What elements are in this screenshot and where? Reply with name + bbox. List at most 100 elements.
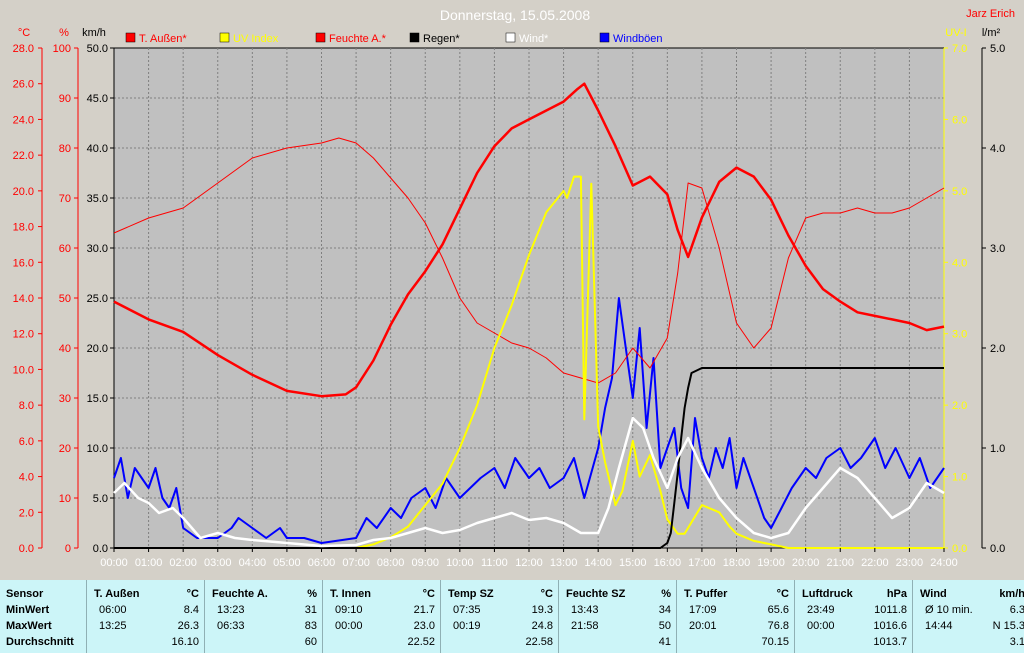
stat-max-value: N 15.3 (992, 620, 1024, 632)
axis-tick-label: 3.0 (952, 329, 967, 341)
stat-column-name: T. Puffer (684, 588, 728, 600)
legend-swatch (409, 32, 420, 43)
x-tick-label: 15:00 (619, 557, 647, 569)
axis-tick-label: 50 (59, 293, 71, 305)
stat-column-unit: °C (422, 588, 435, 600)
x-tick-label: 02:00 (169, 557, 197, 569)
row-label-avg: Durchschnitt (6, 636, 74, 648)
legend: T. Außen* UV Index Feuchte A.* Regen* Wind* W… (125, 32, 663, 45)
x-tick-label: 20:00 (792, 557, 820, 569)
stat-average: 70.15 (761, 636, 789, 648)
x-tick-label: 23:00 (896, 557, 924, 569)
axis-tick-label: 2.0 (19, 507, 34, 519)
axis-tick-label: 28.0 (13, 43, 34, 55)
x-tick-label: 17:00 (688, 557, 716, 569)
stat-min-time: 06:00 (99, 604, 127, 616)
x-tick-label: 18:00 (723, 557, 751, 569)
axis-tick-label: 5.0 (93, 493, 108, 505)
axis-tick-label: 1.0 (990, 443, 1005, 455)
axis-tick-label: 50.0 (87, 43, 108, 55)
series-line (113, 137, 945, 384)
legend-label: T. Außen* (139, 33, 187, 45)
axis-tick-label: 10.0 (13, 364, 34, 376)
axis-tick-label: 4.0 (19, 472, 34, 484)
legend-label: UV Index (233, 33, 279, 45)
weather-chart: Donnerstag, 15.05.2008 Jarz Erich °C 0.0 2… (12, 7, 1015, 569)
legend-label: Regen* (423, 33, 460, 45)
stat-max-time: 06:33 (217, 620, 245, 632)
stat-max-time: 00:00 (335, 620, 363, 632)
axis-tick-label: 45.0 (87, 93, 108, 105)
column-divider (440, 580, 441, 653)
axis-tick-label: 20.0 (13, 186, 34, 198)
stat-min-value: 6.3 (1009, 604, 1024, 616)
x-tick-label: 14:00 (584, 557, 612, 569)
column-divider (676, 580, 677, 653)
axis-unit-label: km/h (82, 27, 106, 39)
stat-column-name: Luftdruck (802, 588, 853, 600)
axis-tick-label: 18.0 (13, 222, 34, 234)
stat-min-time: 17:09 (689, 604, 717, 616)
axis-unit-label: % (59, 27, 69, 39)
axis-tick-label: 100 (53, 43, 71, 55)
column-divider (86, 580, 87, 653)
stat-max-value: 76.8 (767, 620, 789, 632)
stat-column-unit: hPa (886, 588, 907, 600)
x-tick-label: 11:00 (481, 557, 508, 569)
legend-swatch (219, 32, 230, 43)
axis-tick-label: 4.0 (952, 257, 967, 269)
legend-label: Wind* (519, 33, 549, 45)
stat-max-value: 23.0 (413, 620, 435, 632)
axis-unit-label: l/m² (982, 27, 1001, 39)
axis-unit-label: UV-I (945, 27, 966, 39)
stat-column-name: Feuchte A. (212, 588, 268, 600)
stat-min-time: Ø 10 min. (925, 604, 973, 616)
x-tick-label: 08:00 (377, 557, 405, 569)
x-tick-label: 24:00 (930, 557, 958, 569)
row-label-max: MaxWert (6, 620, 52, 632)
axis-tick-label: 90 (59, 93, 71, 105)
axis-tick-label: 60 (59, 243, 71, 255)
stat-min-value: 8.4 (183, 604, 199, 616)
legend-label: Feuchte A.* (329, 33, 387, 45)
axis-tick-label: 26.0 (13, 79, 34, 91)
x-tick-label: 09:00 (411, 557, 439, 569)
axis-tick-label: 0.0 (19, 543, 34, 555)
chart-credit: Jarz Erich (966, 8, 1015, 20)
stat-min-time: 07:35 (453, 604, 481, 616)
axis-tick-label: 8.0 (19, 400, 34, 412)
stat-min-time: 13:43 (571, 604, 599, 616)
legend-swatch (599, 32, 610, 43)
axis-tick-label: 10 (59, 493, 71, 505)
axes: °C 0.0 2.0 4.0 6.0 8.0 10.0 12.0 14.0 16.0 18.0 20.… (13, 27, 1006, 555)
axis-tick-label: 80 (59, 143, 71, 155)
axis-tick-label: 5.0 (952, 186, 967, 198)
row-label-min: MinWert (6, 604, 50, 616)
axis-tick-label: 0.0 (952, 543, 967, 555)
stat-column-unit: °C (540, 588, 553, 600)
axis-tick-label: 15.0 (87, 393, 108, 405)
column-divider (322, 580, 323, 653)
stat-min-value: 1011.8 (874, 604, 907, 616)
stat-max-value: 24.8 (531, 620, 553, 632)
stat-min-time: 13:23 (217, 604, 245, 616)
axis-tick-label: 25.0 (87, 293, 108, 305)
stat-column-name: T. Innen (330, 588, 371, 600)
axis-tick-label: 4.0 (990, 143, 1005, 155)
stat-column-unit: km/h (999, 588, 1024, 600)
stat-min-value: 21.7 (413, 604, 435, 616)
legend-label: Windböen (613, 33, 663, 45)
legend-swatch (315, 32, 326, 43)
axis-tick-label: 14.0 (13, 293, 34, 305)
legend-swatch (505, 32, 516, 43)
axis-tick-label: 0.0 (93, 543, 108, 555)
x-tick-label: 10:00 (446, 557, 474, 569)
column-divider (912, 580, 913, 653)
axis-tick-label: 6.0 (19, 436, 34, 448)
stat-column-name: Feuchte SZ (566, 588, 626, 600)
axis-tick-label: 40.0 (87, 143, 108, 155)
stat-column-unit: °C (776, 588, 789, 600)
stat-max-time: 14:44 (925, 620, 953, 632)
axis-tick-label: 5.0 (990, 43, 1005, 55)
stat-min-value: 65.6 (767, 604, 789, 616)
